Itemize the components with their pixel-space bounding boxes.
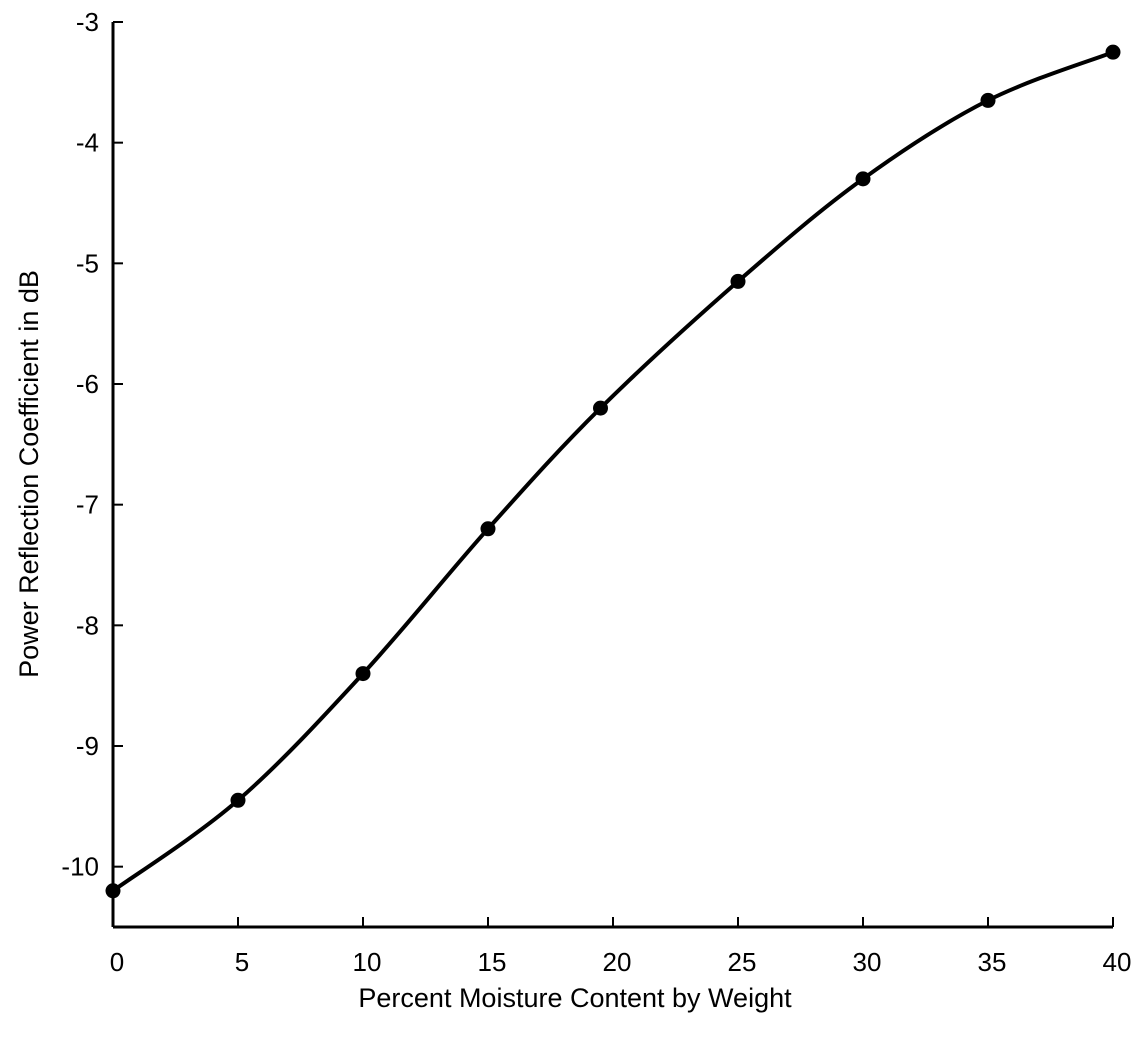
data-point (230, 792, 246, 808)
y-tick-label: -4 (76, 128, 99, 158)
y-tick-label: -5 (76, 248, 99, 278)
y-tick-label: -3 (76, 7, 99, 37)
data-point (480, 521, 496, 537)
x-tick-label: 15 (478, 947, 507, 977)
series (105, 44, 1121, 899)
y-tick-label: -10 (61, 852, 99, 882)
x-tick-label: 20 (603, 947, 632, 977)
x-tick-label: 35 (978, 947, 1007, 977)
x-tick-label: 25 (728, 947, 757, 977)
data-point (1105, 44, 1121, 60)
x-ticks: 0 5 10 15 20 25 30 35 40 (110, 917, 1132, 977)
data-point (980, 92, 996, 108)
x-tick-label: 5 (235, 947, 249, 977)
y-tick-label: -6 (76, 369, 99, 399)
y-axis-title: Power Reflection Coefficient in dB (14, 270, 44, 678)
data-point (855, 171, 871, 187)
x-axis-title: Percent Moisture Content by Weight (358, 983, 792, 1013)
x-tick-label: 0 (110, 947, 124, 977)
axes (111, 22, 1113, 929)
data-point (593, 400, 608, 416)
data-point (105, 883, 121, 899)
y-ticks: -10 -9 -8 -7 -6 -5 -4 -3 (61, 7, 123, 882)
x-tick-label: 10 (353, 947, 382, 977)
x-tick-label: 30 (853, 947, 882, 977)
data-point (355, 666, 371, 682)
x-tick-label: 40 (1103, 947, 1132, 977)
data-point (730, 273, 746, 289)
y-tick-label: -9 (76, 731, 99, 761)
y-tick-label: -8 (76, 610, 99, 640)
y-tick-label: -7 (76, 490, 99, 520)
series-line (111, 50, 1114, 893)
